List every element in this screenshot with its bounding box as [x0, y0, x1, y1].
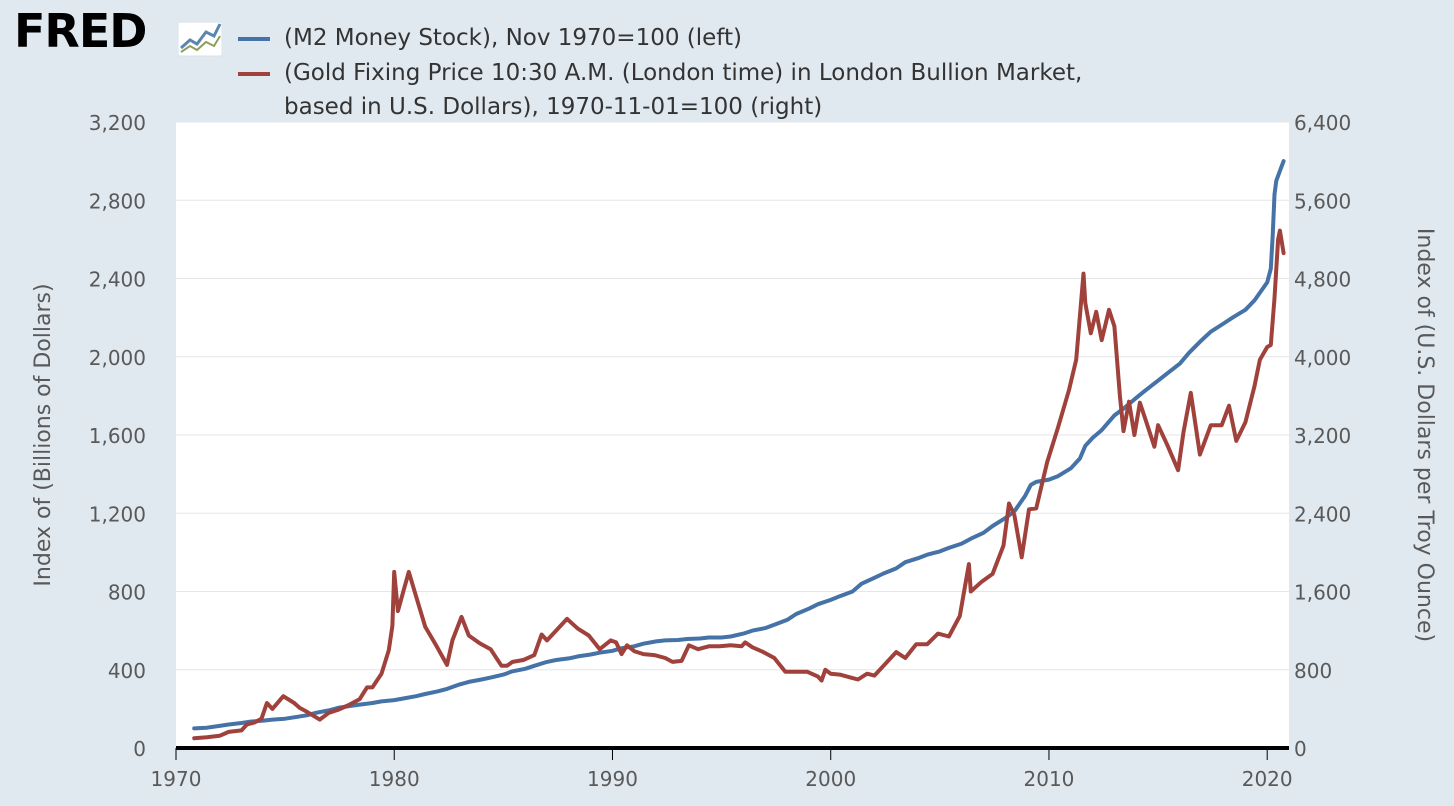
- left-tick-label: 3,200: [89, 111, 146, 135]
- right-tick-label: 3,200: [1294, 424, 1351, 448]
- x-tick-label: 1990: [587, 767, 638, 791]
- right-tick-label: 0: [1294, 737, 1307, 761]
- x-tick-label: 1970: [151, 767, 202, 791]
- x-tick-label: 2000: [805, 767, 856, 791]
- series-layer: [192, 159, 1286, 741]
- x-axis-ticks: 1970 1980 1990 2000 2010 2020: [151, 748, 1293, 791]
- right-tick-label: 800: [1294, 659, 1332, 683]
- right-tick-label: 4,800: [1294, 268, 1351, 292]
- left-axis-title: Index of (Billions of Dollars): [31, 283, 56, 586]
- left-tick-label: 2,800: [89, 189, 146, 213]
- fred-logo[interactable]: FRED: [14, 4, 147, 58]
- x-tick-label: 2010: [1024, 767, 1075, 791]
- legend-label: (Gold Fixing Price 10:30 A.M. (London ti…: [284, 60, 1083, 86]
- series-line-m2[interactable]: [192, 159, 1286, 731]
- right-tick-label: 4,000: [1294, 346, 1351, 370]
- legend-label: (M2 Money Stock), Nov 1970=100 (left): [284, 25, 742, 51]
- left-tick-label: 2,400: [89, 268, 146, 292]
- fred-logo-graph-icon: [178, 21, 222, 57]
- right-axis-ticks: 0 800 1,600 2,400 3,200 4,000 4,800 5,600 6,400: [1294, 111, 1351, 761]
- left-tick-label: 1,200: [89, 502, 146, 526]
- left-axis-ticks: 0 400 800 1,200 1,600 2,000 2,400 2,800 3,200: [89, 111, 146, 761]
- right-tick-label: 2,400: [1294, 502, 1351, 526]
- legend-swatch: [238, 72, 270, 76]
- gridlines: [176, 121, 1289, 671]
- right-tick-label: 1,600: [1294, 581, 1351, 605]
- legend-swatch: [238, 37, 270, 41]
- x-tick-label: 2020: [1242, 767, 1293, 791]
- left-tick-label: 0: [133, 737, 146, 761]
- legend-label-continued: based in U.S. Dollars), 1970-11-01=100 (…: [284, 94, 823, 120]
- right-axis-title: Index of (U.S. Dollars per Troy Ounce): [1412, 228, 1437, 642]
- left-tick-label: 1,600: [89, 424, 146, 448]
- left-tick-label: 2,000: [89, 346, 146, 370]
- series-line-gold[interactable]: [192, 228, 1286, 741]
- left-tick-label: 800: [108, 581, 146, 605]
- chart-header: FRED (M2 Money Stock), Nov 1970=100 (lef…: [0, 0, 1454, 122]
- right-tick-label: 5,600: [1294, 189, 1351, 213]
- left-tick-label: 400: [108, 659, 146, 683]
- right-tick-label: 6,400: [1294, 111, 1351, 135]
- x-tick-label: 1980: [369, 767, 420, 791]
